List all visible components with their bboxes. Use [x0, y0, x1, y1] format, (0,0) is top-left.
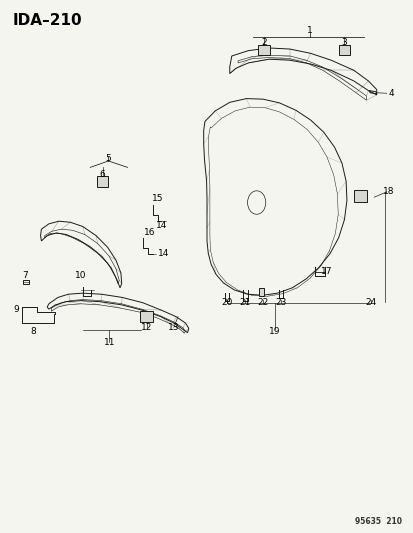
Text: 18: 18	[382, 188, 394, 196]
Text: 5: 5	[105, 155, 111, 163]
Text: 11: 11	[103, 338, 115, 346]
Text: 24: 24	[364, 298, 376, 307]
Text: 2: 2	[261, 38, 266, 47]
Text: 10: 10	[75, 271, 86, 279]
Text: IDA–210: IDA–210	[12, 13, 82, 28]
Text: 22: 22	[257, 298, 268, 307]
FancyBboxPatch shape	[258, 45, 269, 55]
Text: 8: 8	[30, 327, 36, 336]
FancyBboxPatch shape	[140, 311, 152, 322]
Text: 14: 14	[158, 249, 169, 258]
Text: 3: 3	[341, 38, 347, 47]
Text: 17: 17	[320, 268, 331, 276]
Text: 4: 4	[388, 89, 394, 98]
Text: 19: 19	[268, 327, 280, 336]
Text: 1: 1	[306, 27, 312, 35]
FancyBboxPatch shape	[338, 45, 349, 55]
Text: 7: 7	[22, 271, 28, 279]
Text: 20: 20	[221, 298, 232, 307]
FancyBboxPatch shape	[97, 176, 108, 187]
Text: 15: 15	[151, 194, 163, 203]
Text: 95635  210: 95635 210	[354, 516, 401, 526]
FancyBboxPatch shape	[259, 288, 263, 296]
Text: 23: 23	[274, 298, 286, 307]
Text: 16: 16	[144, 228, 155, 237]
Text: 6: 6	[100, 171, 105, 179]
FancyBboxPatch shape	[353, 190, 366, 202]
Text: 14: 14	[155, 222, 167, 230]
Text: 13: 13	[168, 323, 179, 332]
Text: 12: 12	[140, 323, 152, 332]
Text: 21: 21	[239, 298, 250, 307]
Text: 9: 9	[14, 305, 19, 313]
